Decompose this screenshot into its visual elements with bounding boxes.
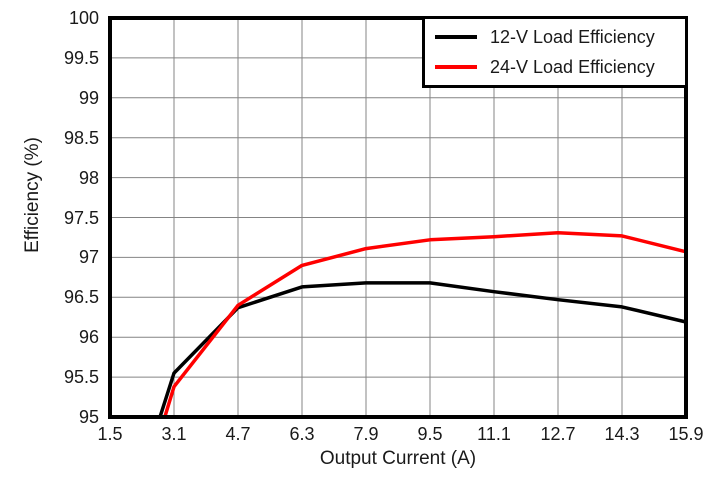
x-tick-label: 7.9 [353, 424, 379, 444]
x-tick-label: 6.3 [289, 424, 315, 444]
y-tick-label: 99.5 [63, 47, 99, 68]
series-line-24v [163, 230, 687, 418]
plot-frame [108, 16, 688, 419]
y-tick-label: 97.5 [63, 207, 99, 228]
x-tick-label: 15.9 [668, 424, 704, 444]
series-line-12v [158, 281, 687, 418]
legend-label-12v: 12-V Load Efficiency [490, 26, 655, 47]
black-line-swatch [435, 35, 477, 39]
x-tick-label: 11.1 [477, 424, 511, 444]
y-tick-label: 98.5 [63, 127, 99, 148]
legend-item-12v: 12-V Load Efficiency [435, 25, 675, 50]
legend-item-24v: 24-V Load Efficiency [435, 55, 675, 80]
x-tick-label: 12.7 [540, 424, 576, 444]
x-tick-label: 9.5 [417, 424, 443, 444]
y-tick-label: 96 [78, 327, 99, 348]
y-tick-label: 97 [78, 247, 99, 268]
x-tick-label: 3.1 [161, 424, 187, 444]
y-tick-label: 95 [78, 407, 99, 427]
legend-label-24v: 24-V Load Efficiency [490, 56, 655, 77]
y-tick-label: 99 [78, 87, 99, 108]
y-axis-title: Efficiency (%) [22, 137, 43, 253]
legend-box: 12-V Load Efficiency 24-V Load Efficienc… [422, 16, 688, 88]
y-tick-label: 100 [68, 8, 99, 28]
x-axis-title: Output Current (A) [319, 448, 477, 469]
y-tick-label: 96.5 [63, 287, 99, 308]
y-tick-label: 95.5 [63, 367, 99, 388]
x-tick-label: 1.5 [97, 424, 123, 444]
y-tick-label: 98 [78, 167, 99, 188]
red-line-swatch [435, 65, 477, 69]
x-tick-label: 4.7 [225, 424, 251, 444]
x-tick-label: 14.3 [604, 424, 640, 444]
